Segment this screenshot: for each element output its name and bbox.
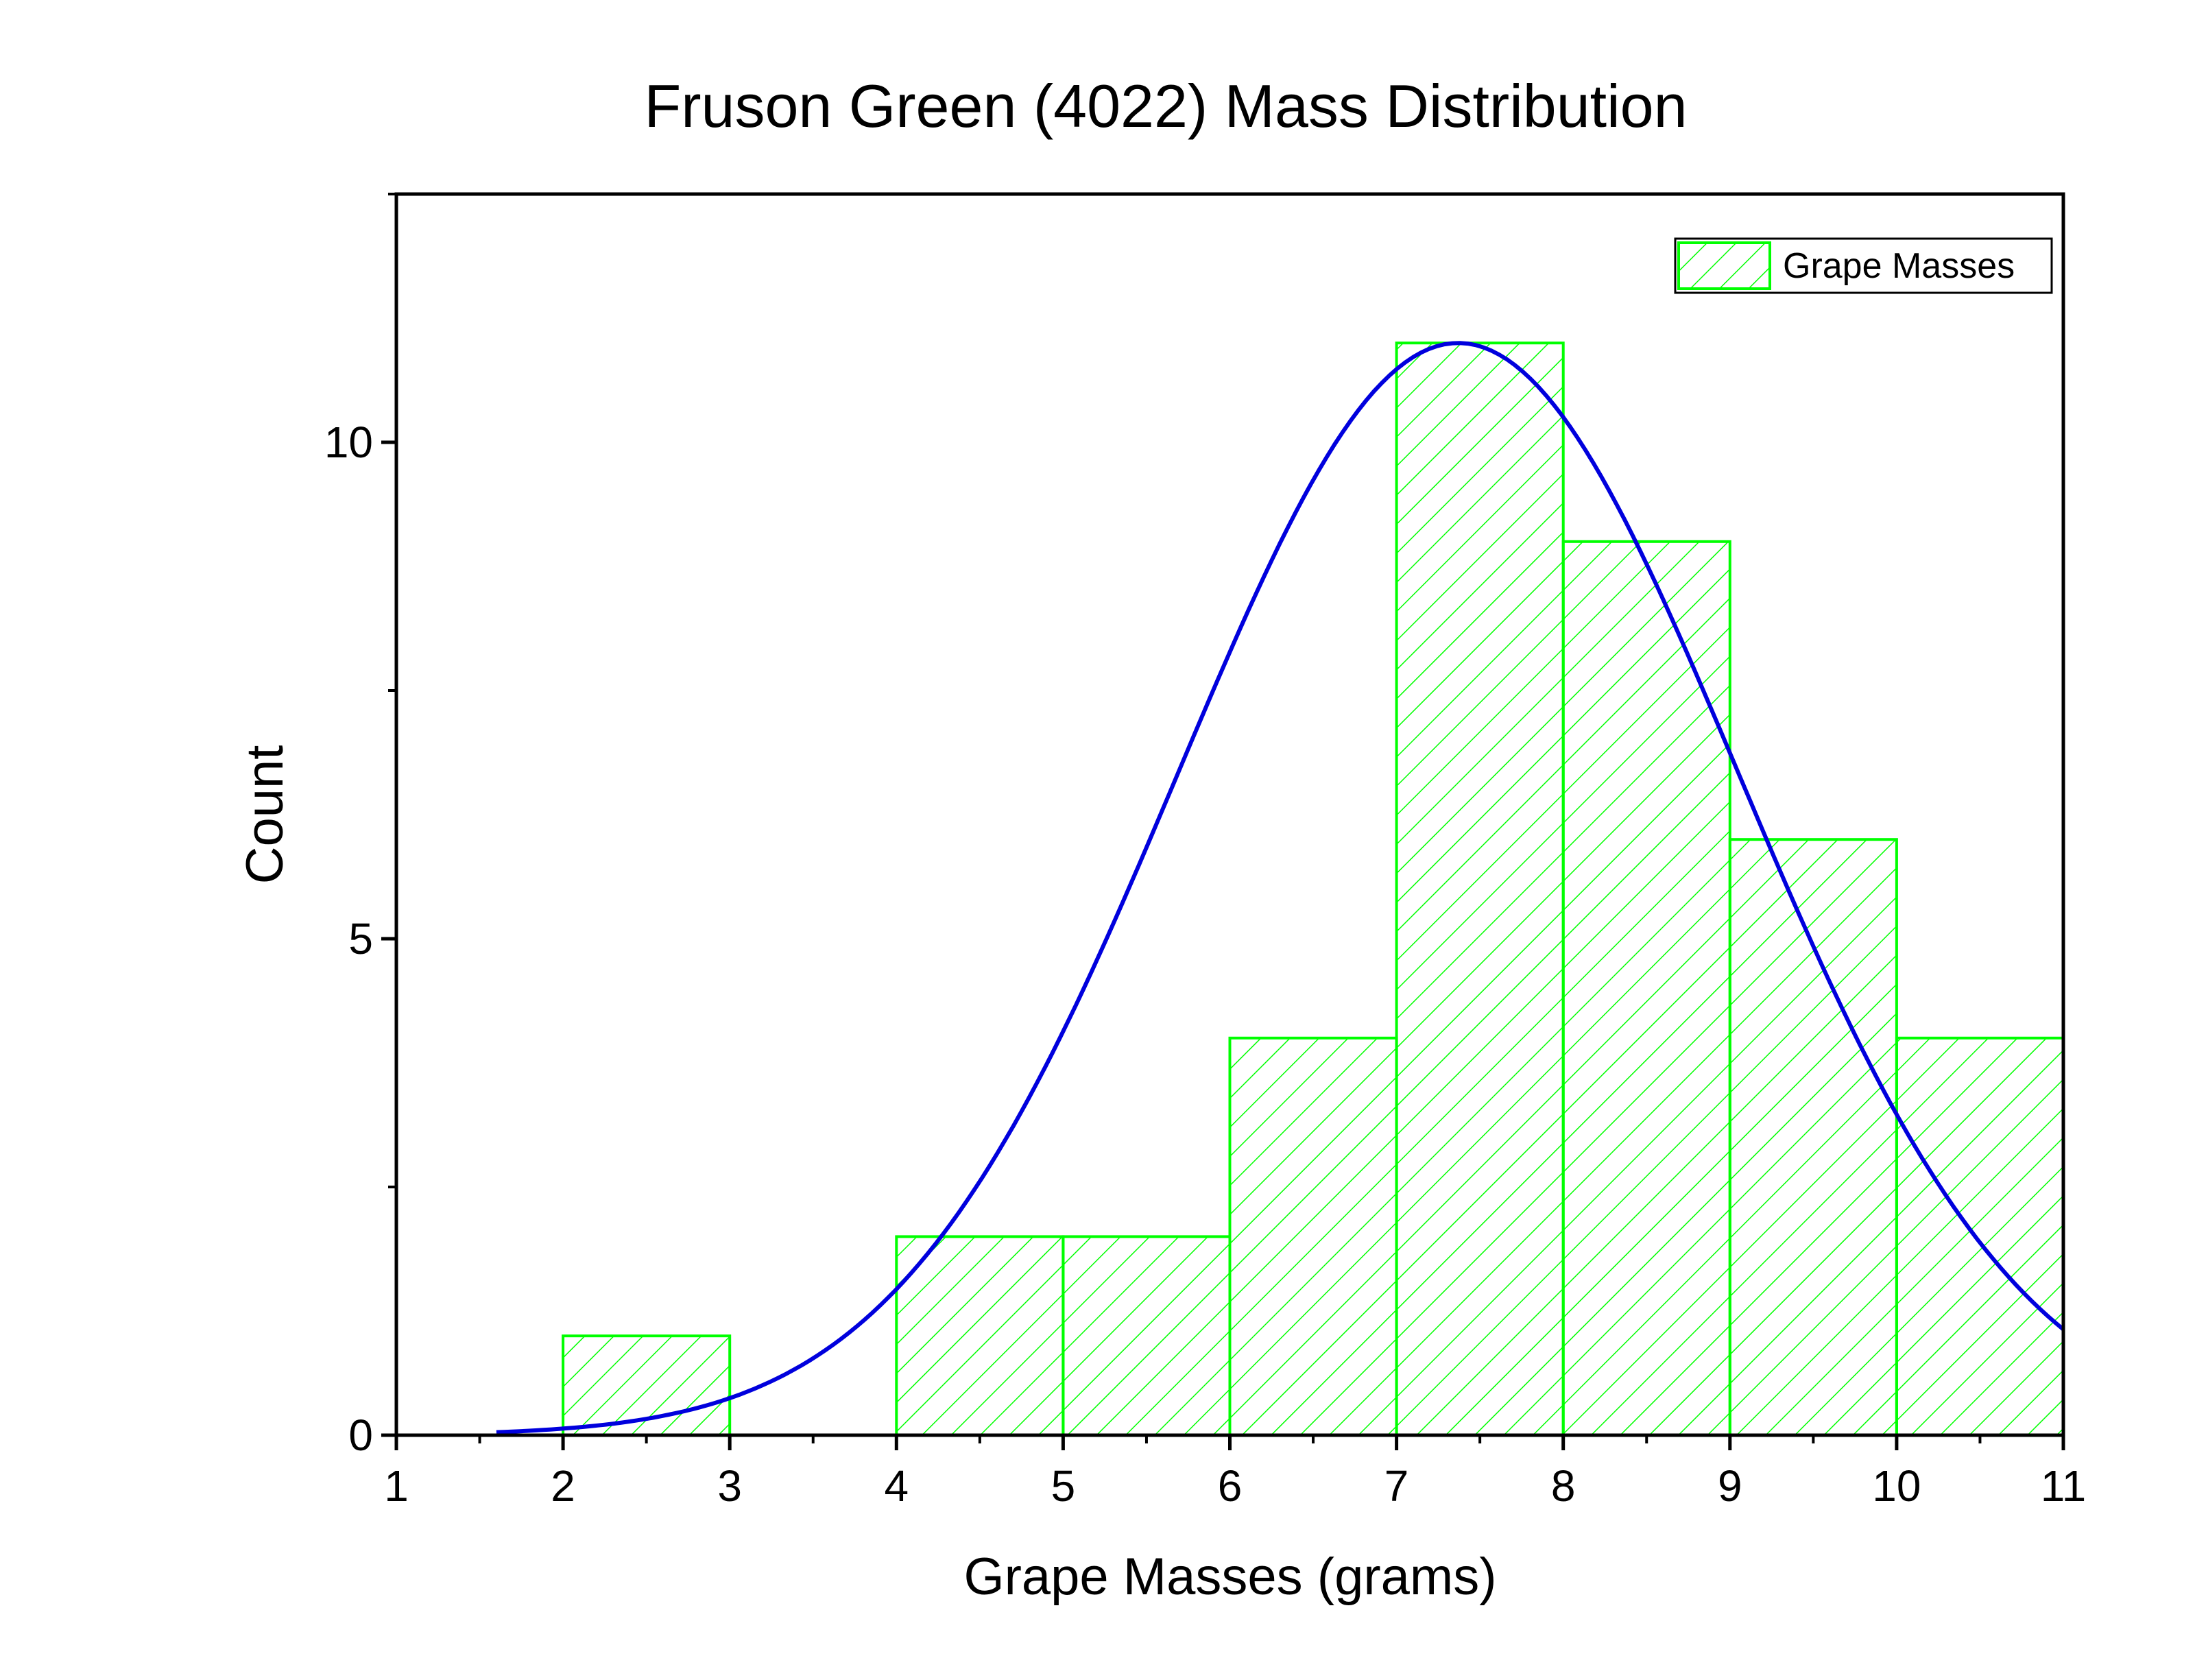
y-tick-label: 0 — [348, 1411, 373, 1460]
y-axis-ticks: 0 5 10 — [324, 193, 396, 1460]
legend: Grape Masses — [1674, 237, 2053, 294]
legend-swatch — [1677, 241, 1771, 290]
histogram-bar-10-11 — [1895, 1036, 2065, 1437]
x-tick-label: 10 — [1872, 1461, 1921, 1511]
histogram-bar-7-8 — [1395, 341, 1565, 1437]
histogram-bar-9-10 — [1728, 838, 1898, 1437]
y-tick-label: 5 — [348, 914, 373, 963]
x-tick-label: 1 — [384, 1461, 409, 1511]
histogram-bars — [562, 341, 2065, 1437]
histogram-bar-4-5 — [895, 1235, 1065, 1437]
x-tick-label: 5 — [1051, 1461, 1076, 1511]
x-tick-label: 11 — [2041, 1461, 2086, 1511]
x-axis-title: Grape Masses (grams) — [963, 1548, 1496, 1606]
histogram-bar-6-7 — [1228, 1036, 1398, 1437]
x-tick-label: 4 — [885, 1461, 909, 1511]
y-tick-label: 10 — [324, 418, 373, 467]
chart-title: Fruson Green (4022) Mass Distribution — [644, 72, 1687, 140]
x-tick-label: 6 — [1218, 1461, 1243, 1511]
histogram-bar-8-9 — [1561, 540, 1731, 1437]
legend-label: Grape Masses — [1783, 246, 2015, 286]
x-tick-label: 8 — [1551, 1461, 1576, 1511]
x-tick-label: 2 — [551, 1461, 575, 1511]
x-axis-ticks: 1 2 3 4 5 6 7 8 9 10 11 — [384, 1435, 2086, 1511]
x-tick-label: 7 — [1384, 1461, 1409, 1511]
x-tick-label: 3 — [717, 1461, 742, 1511]
y-axis-title: Count — [236, 745, 294, 885]
histogram-bar-5-6 — [1061, 1235, 1232, 1437]
fit-curve — [496, 341, 2065, 1435]
x-tick-label: 9 — [1718, 1461, 1742, 1511]
